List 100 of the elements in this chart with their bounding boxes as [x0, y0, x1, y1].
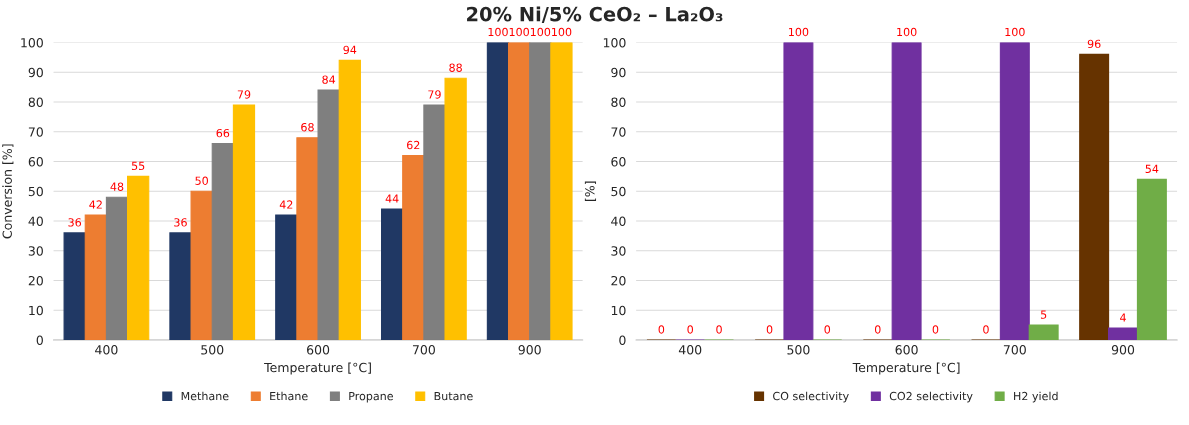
- x-tick-label: 900: [1111, 345, 1135, 355]
- y-tick-label: 10: [611, 305, 626, 316]
- bar: [1136, 178, 1167, 340]
- data-label: 100: [530, 27, 551, 37]
- data-label: 0: [658, 325, 665, 334]
- y-tick-label: 0: [36, 335, 43, 345]
- data-label: 100: [552, 27, 572, 37]
- bar: [444, 77, 467, 340]
- chart-title: 20% Ni/5% CeO₂ – La₂O₃: [467, 6, 723, 23]
- x-tick-label: 500: [787, 345, 810, 355]
- bar: [1108, 327, 1138, 340]
- y-axis-title: Conversion [%]: [2, 144, 14, 239]
- bar: [127, 175, 150, 340]
- bar: [486, 42, 510, 340]
- y-tick-label: 100: [21, 37, 43, 48]
- data-label: 4: [1120, 313, 1126, 322]
- y-tick-label: 30: [28, 246, 43, 256]
- bar: [1079, 53, 1110, 340]
- bar: [529, 42, 552, 340]
- y-tick-label: 50: [611, 186, 626, 197]
- data-label: 66: [216, 128, 230, 138]
- bar: [380, 208, 404, 340]
- y-tick-label: 60: [611, 156, 626, 167]
- data-label: 48: [110, 182, 124, 191]
- data-label: 0: [983, 325, 989, 334]
- data-label: 55: [131, 161, 145, 171]
- bar: [507, 42, 531, 340]
- data-label: 79: [428, 90, 441, 99]
- bar: [999, 42, 1030, 340]
- y-tick-label: 80: [611, 97, 626, 107]
- data-label: 79: [237, 90, 251, 99]
- bar: [211, 143, 234, 340]
- data-label: 36: [174, 218, 187, 227]
- x-axis-title: Temperature [°C]: [264, 362, 371, 375]
- bar: [550, 42, 573, 340]
- bar: [190, 190, 213, 340]
- bar: [296, 137, 319, 340]
- y-tick-label: 20: [28, 275, 43, 286]
- data-label: 42: [279, 200, 293, 209]
- bar: [891, 42, 922, 340]
- y-axis-title: [%]: [584, 181, 597, 201]
- data-label: 5: [1040, 310, 1047, 319]
- y-tick-label: 30: [611, 246, 626, 256]
- data-label: 54: [1145, 164, 1159, 174]
- data-label: 100: [789, 27, 809, 37]
- y-tick-label: 100: [603, 37, 626, 48]
- data-label: 0: [687, 325, 694, 334]
- x-tick-label: 900: [518, 345, 541, 355]
- data-label: 100: [509, 27, 529, 37]
- bar: [317, 89, 340, 340]
- bar: [402, 154, 425, 340]
- y-tick-label: 80: [28, 97, 43, 107]
- x-tick-label: 700: [412, 345, 435, 355]
- y-tick-label: 70: [28, 127, 43, 137]
- y-tick-label: 70: [611, 127, 626, 137]
- data-label: 0: [766, 325, 773, 334]
- x-tick-label: 600: [895, 345, 918, 355]
- bar: [1028, 324, 1059, 340]
- data-label: 0: [874, 325, 881, 334]
- legend-label: Butane: [434, 391, 473, 401]
- data-label: 0: [932, 325, 939, 334]
- data-label: 94: [343, 45, 357, 55]
- bar: [275, 214, 298, 340]
- y-tick-label: 10: [29, 305, 43, 316]
- x-tick-label: 400: [95, 345, 118, 355]
- data-label: 88: [449, 63, 462, 72]
- legend-label: Propane: [349, 391, 393, 403]
- bar: [63, 232, 86, 340]
- data-label: 44: [385, 194, 399, 203]
- data-label: 100: [897, 27, 917, 37]
- legend-label: Methane: [181, 391, 229, 401]
- legend-label: Ethane: [270, 391, 308, 401]
- legend-label: CO2 selectivity: [889, 391, 973, 403]
- data-label: 100: [488, 27, 508, 37]
- bar: [105, 196, 129, 340]
- x-tick-label: 700: [1003, 345, 1026, 355]
- x-tick-label: 500: [201, 345, 224, 355]
- x-tick-label: 400: [678, 345, 702, 355]
- x-axis-title: Temperature [°C]: [852, 362, 960, 375]
- bar: [169, 232, 192, 340]
- bar: [232, 104, 256, 340]
- y-tick-label: 60: [28, 156, 43, 167]
- y-tick-label: 90: [28, 67, 43, 78]
- y-tick-label: 20: [611, 275, 626, 286]
- legend-label: CO selectivity: [773, 391, 849, 403]
- bar: [84, 214, 107, 340]
- legend-label: H2 yield: [1014, 391, 1058, 403]
- data-label: 36: [68, 218, 82, 227]
- data-label: 96: [1087, 39, 1101, 49]
- data-label: 0: [824, 325, 831, 334]
- y-tick-label: 40: [28, 216, 43, 226]
- data-label: 50: [195, 176, 208, 185]
- data-label: 84: [322, 75, 336, 84]
- y-tick-label: 0: [619, 335, 626, 345]
- data-label: 0: [716, 325, 722, 334]
- bar: [338, 59, 361, 340]
- data-label: 42: [89, 200, 102, 209]
- bar: [423, 104, 446, 340]
- y-tick-label: 90: [611, 67, 626, 78]
- x-tick-label: 600: [307, 345, 330, 355]
